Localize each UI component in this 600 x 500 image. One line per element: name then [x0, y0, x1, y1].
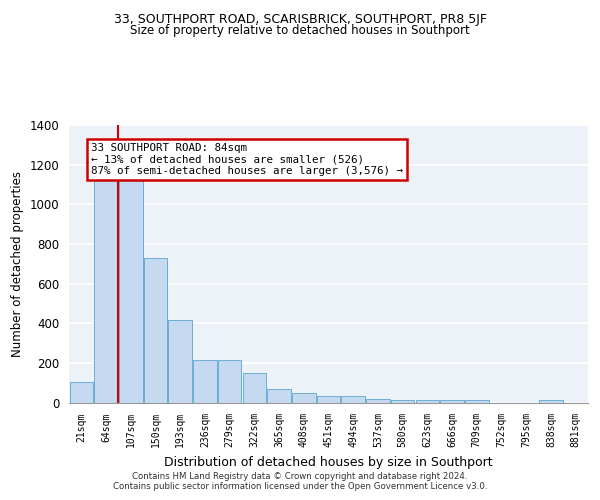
Bar: [169, 320, 192, 402]
Bar: [94, 172, 118, 402]
Bar: [391, 400, 415, 402]
Bar: [465, 400, 488, 402]
Bar: [341, 396, 365, 402]
Text: Contains HM Land Registry data © Crown copyright and database right 2024.: Contains HM Land Registry data © Crown c…: [132, 472, 468, 481]
Text: 33, SOUTHPORT ROAD, SCARISBRICK, SOUTHPORT, PR8 5JF: 33, SOUTHPORT ROAD, SCARISBRICK, SOUTHPO…: [113, 12, 487, 26]
Text: Contains public sector information licensed under the Open Government Licence v3: Contains public sector information licen…: [113, 482, 487, 491]
Bar: [193, 360, 217, 403]
Text: Size of property relative to detached houses in Southport: Size of property relative to detached ho…: [130, 24, 470, 37]
Bar: [416, 400, 439, 402]
Bar: [292, 393, 316, 402]
Bar: [70, 382, 93, 402]
Bar: [144, 258, 167, 402]
Y-axis label: Number of detached properties: Number of detached properties: [11, 171, 24, 357]
Bar: [242, 373, 266, 402]
X-axis label: Distribution of detached houses by size in Southport: Distribution of detached houses by size …: [164, 456, 493, 469]
Bar: [366, 399, 389, 402]
Bar: [268, 388, 291, 402]
Bar: [119, 172, 143, 402]
Bar: [218, 360, 241, 403]
Bar: [539, 400, 563, 402]
Bar: [440, 400, 464, 402]
Bar: [317, 396, 340, 402]
Text: 33 SOUTHPORT ROAD: 84sqm
← 13% of detached houses are smaller (526)
87% of semi-: 33 SOUTHPORT ROAD: 84sqm ← 13% of detach…: [91, 143, 403, 176]
